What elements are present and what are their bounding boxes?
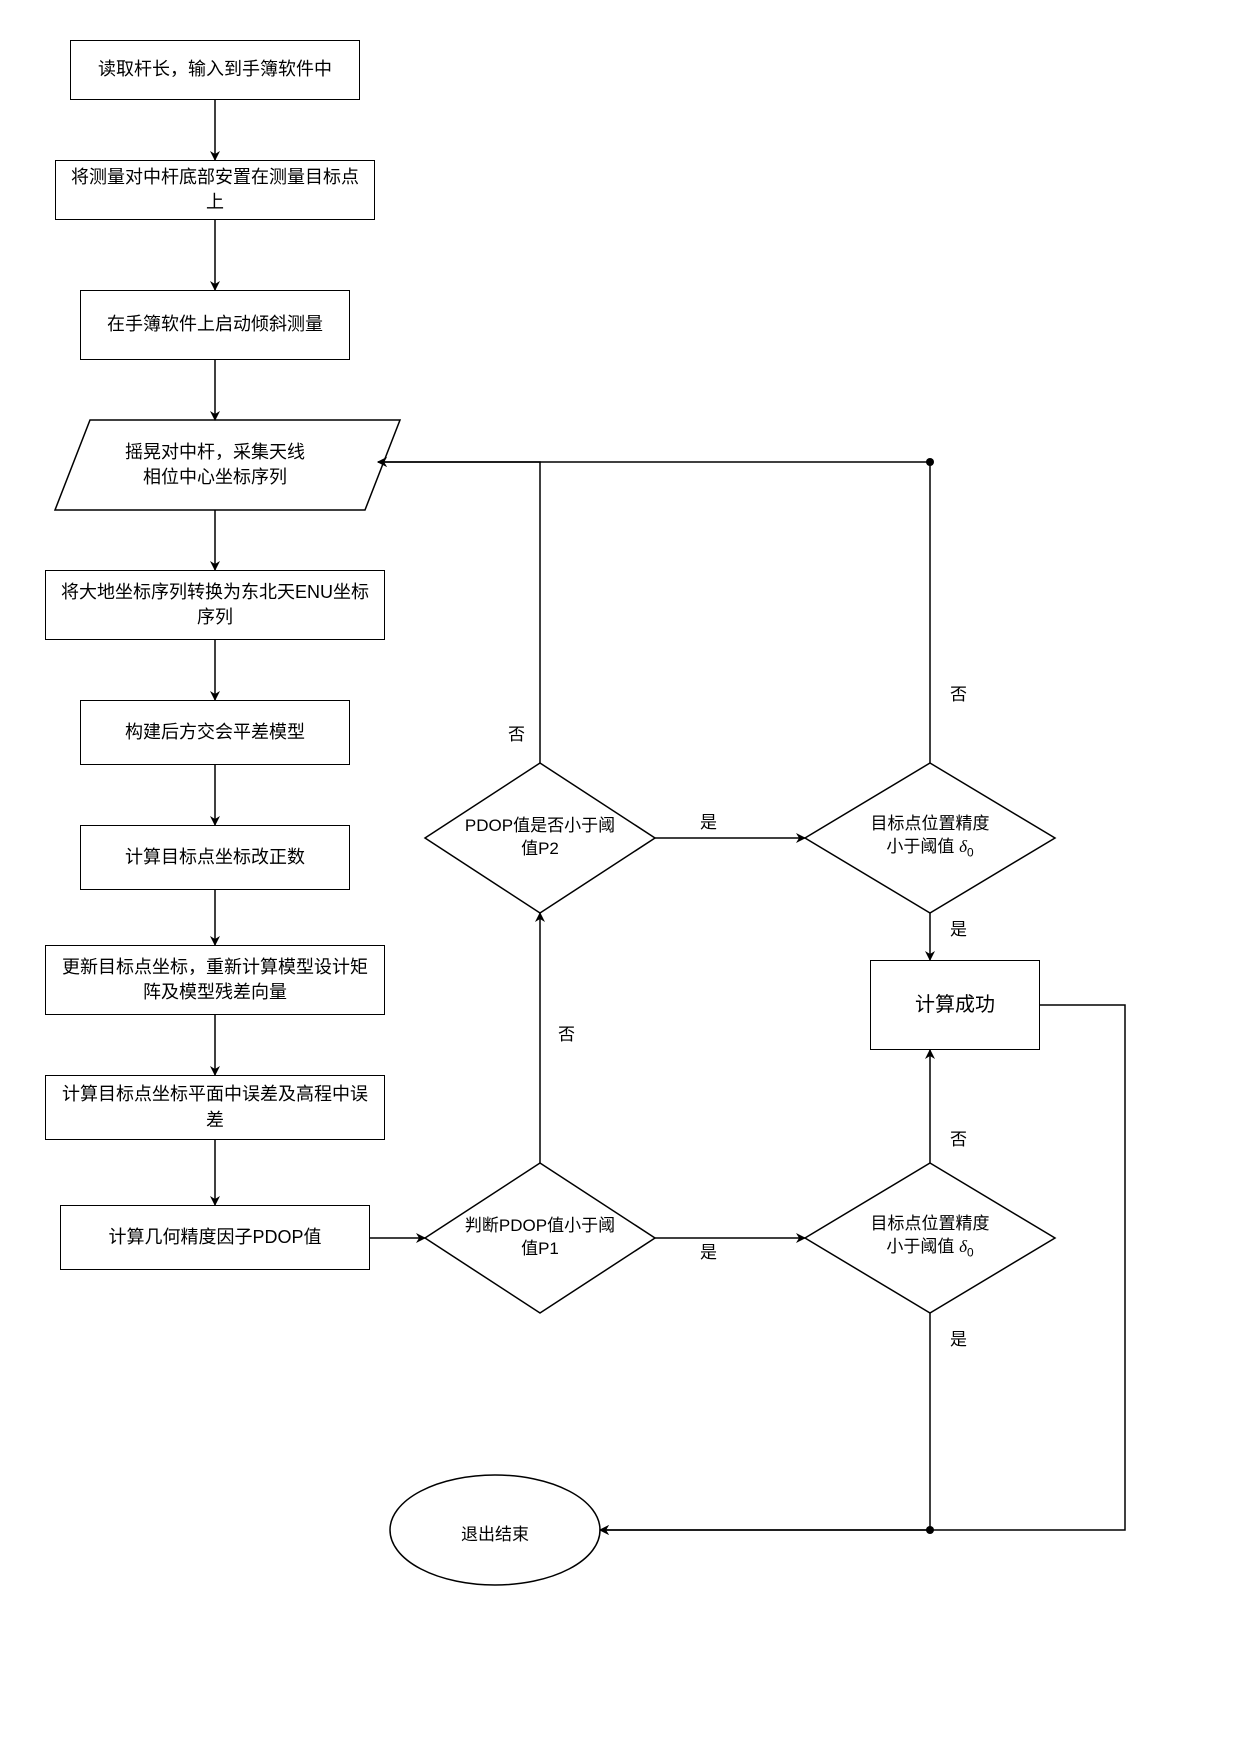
decision-d3-label: 目标点位置精度小于阈值 δ0 bbox=[850, 813, 1010, 860]
process-n3: 在手簿软件上启动倾斜测量 bbox=[80, 290, 350, 360]
process-n8: 更新目标点坐标，重新计算模型设计矩阵及模型残差向量 bbox=[45, 945, 385, 1015]
process-n9: 计算目标点坐标平面中误差及高程中误差 bbox=[45, 1075, 385, 1140]
process-n2: 将测量对中杆底部安置在测量目标点上 bbox=[55, 160, 375, 220]
decision-d4-label: 目标点位置精度小于阈值 δ0 bbox=[850, 1213, 1010, 1260]
d2-text: PDOP值是否小于阈值P2 bbox=[465, 816, 615, 858]
edge-17 bbox=[600, 1313, 930, 1530]
edge-label-12: 是 bbox=[700, 813, 717, 832]
io-n4-line1: 摇晃对中杆，采集天线相位中心坐标序列 bbox=[125, 442, 305, 487]
edge-label-10: 是 bbox=[700, 1243, 717, 1262]
edge-label-14: 是 bbox=[950, 920, 967, 939]
process-n7: 计算目标点坐标改正数 bbox=[80, 825, 350, 890]
process-n6: 构建后方交会平差模型 bbox=[80, 700, 350, 765]
edge-label-16: 否 bbox=[950, 1130, 967, 1149]
process-n10: 计算几何精度因子PDOP值 bbox=[60, 1205, 370, 1270]
edge-label-15: 否 bbox=[950, 685, 967, 704]
edge-label-17: 是 bbox=[950, 1330, 967, 1349]
terminator-label: 退出结束 bbox=[455, 1520, 535, 1545]
process-n5: 将大地坐标序列转换为东北天ENU坐标序列 bbox=[45, 570, 385, 640]
edge-label-13: 否 bbox=[508, 725, 525, 744]
edge-13 bbox=[378, 462, 540, 763]
d1-text: 判断PDOP值小于阈值P1 bbox=[465, 1216, 615, 1258]
edge-15 bbox=[378, 462, 930, 763]
process-n1: 读取杆长，输入到手簿软件中 bbox=[70, 40, 360, 100]
decision-d1-label: 判断PDOP值小于阈值P1 bbox=[460, 1215, 620, 1261]
decision-d2-label: PDOP值是否小于阈值P2 bbox=[460, 815, 620, 861]
process-n11: 计算成功 bbox=[870, 960, 1040, 1050]
edge-label-11: 否 bbox=[558, 1025, 575, 1044]
io-n4-label: 摇晃对中杆，采集天线相位中心坐标序列 bbox=[85, 440, 345, 490]
